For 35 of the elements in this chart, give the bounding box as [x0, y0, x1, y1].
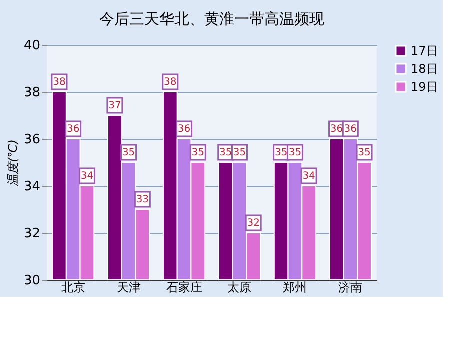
data-label: 36 [344, 124, 358, 135]
y-tick-label: 36 [24, 132, 40, 148]
data-label: 35 [192, 148, 204, 158]
data-label: 35 [220, 148, 232, 158]
data-label: 32 [247, 218, 260, 229]
x-tick-label: 太原 [228, 280, 252, 294]
data-label: 35 [274, 148, 288, 158]
data-label: 38 [164, 77, 177, 88]
data-label: 38 [53, 77, 66, 88]
data-label: 35 [358, 148, 371, 158]
y-tick-label: 32 [24, 226, 40, 242]
x-tick-label: 天津 [116, 280, 141, 294]
data-label: 36 [178, 124, 191, 135]
chart-title: 今后三天华北、黄淮一带高温频现 [100, 10, 324, 28]
legend-label: 17日 [411, 44, 438, 58]
y-tick-label: 34 [24, 180, 40, 194]
x-tick-label: 北京 [61, 280, 86, 294]
data-label: 35 [288, 148, 302, 158]
y-axis-title: 温度(℃) [6, 140, 20, 186]
data-label: 37 [108, 100, 122, 112]
x-tick-label: 郑州 [283, 280, 308, 294]
legend-label: 19日 [411, 80, 438, 94]
data-label: 34 [302, 171, 316, 182]
x-tick-label: 石家庄 [166, 280, 202, 294]
y-tick-label: 30 [24, 274, 40, 288]
legend-label: 18日 [411, 62, 438, 76]
data-label: 33 [136, 194, 150, 206]
data-label: 36 [330, 124, 344, 135]
y-tick-label: 40 [24, 38, 40, 54]
y-tick-label: 38 [24, 86, 40, 100]
x-tick-label: 济南 [338, 280, 363, 294]
data-label: 35 [233, 148, 246, 158]
data-label: 36 [66, 124, 80, 135]
data-label: 34 [80, 171, 94, 182]
data-label: 35 [122, 148, 136, 158]
